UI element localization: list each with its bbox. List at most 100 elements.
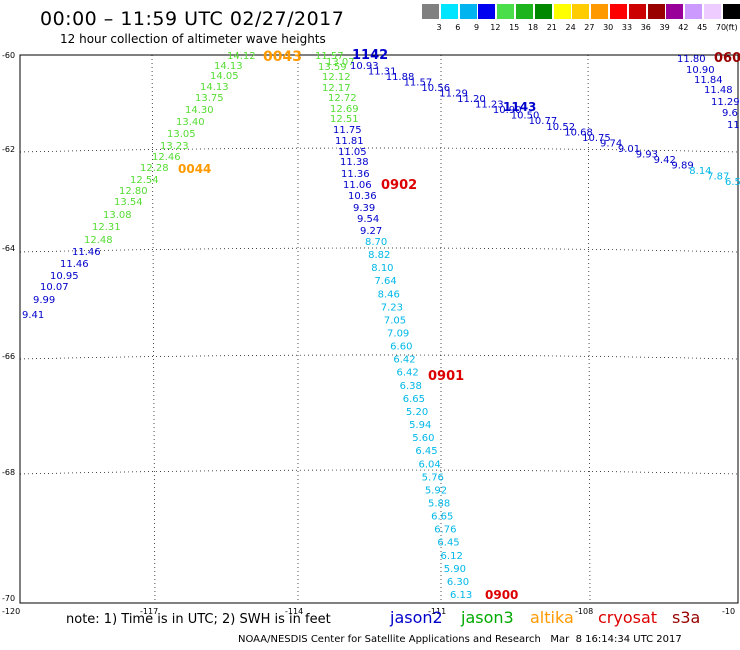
swh-value: 9.74 — [600, 138, 622, 149]
legend-swatch — [478, 4, 496, 19]
swh-value: 12.31 — [92, 222, 121, 233]
legend-altika: altika — [530, 608, 574, 627]
pass-time-label: 1143 — [503, 100, 536, 114]
legend-jason2: jason2 — [390, 608, 443, 627]
page-title: 00:00 – 11:59 UTC 02/27/2017 — [40, 8, 345, 30]
swh-value: 12.72 — [328, 93, 357, 104]
footnote: note: 1) Time is in UTC; 2) SWH is in fe… — [66, 612, 331, 627]
swh-value: 13.08 — [103, 210, 132, 221]
swh-value: 5.60 — [412, 433, 434, 444]
legend-tick-label: 70 — [715, 23, 727, 32]
page-subtitle: 12 hour collection of altimeter wave hei… — [60, 32, 326, 46]
swh-value: 6.45 — [437, 538, 459, 549]
legend-swatch — [553, 4, 571, 19]
pass-time-label: 0901 — [428, 369, 464, 384]
swh-value: 12.17 — [322, 83, 351, 94]
legend-swatch — [440, 4, 458, 19]
longitude-label: -108 — [575, 607, 593, 616]
swh-value: 11.31 — [368, 67, 397, 78]
swh-value: 10.77 — [529, 116, 558, 127]
pass-time-label: 1142 — [352, 48, 388, 63]
swh-value: 8.82 — [368, 250, 390, 261]
pass-time-label: 0044 — [178, 162, 211, 176]
swh-value: 5.94 — [409, 420, 431, 431]
swh-value: 11.84 — [694, 75, 723, 86]
legend-tick-label: 18 — [527, 23, 539, 32]
swh-value: 10.52 — [546, 122, 575, 133]
swh-value: 8.70 — [365, 237, 387, 248]
swh-value: 9.01 — [618, 144, 640, 155]
swh-value: 11.06 — [343, 180, 372, 191]
pass-time-label: 060 — [714, 51, 740, 66]
swh-value: 7.23 — [381, 302, 403, 313]
legend-swatch — [647, 4, 665, 19]
swh-value: 12.69 — [330, 104, 359, 115]
swh-value: 14.13 — [214, 61, 243, 72]
legend-swatch — [497, 4, 515, 19]
swh-value: 11.57 — [404, 78, 433, 89]
swh-value: 9.42 — [654, 155, 676, 166]
swh-value: 11.75 — [333, 125, 362, 136]
swh-value: 7.05 — [384, 315, 406, 326]
legend-swatch — [722, 4, 740, 19]
swh-value: 9.54 — [357, 214, 379, 225]
swh-value: 14.05 — [210, 71, 239, 82]
swh-value: 12.48 — [84, 235, 113, 246]
legend-swatch — [422, 4, 439, 19]
longitude-label: -111 — [428, 607, 446, 616]
latitude-gridline — [19, 354, 739, 360]
swh-value: 10.95 — [50, 271, 79, 282]
legend-swatch — [628, 4, 646, 19]
pass-time-label: 0902 — [381, 178, 417, 193]
swh-value: 9.89 — [671, 160, 693, 171]
legend-swatch — [610, 4, 627, 19]
swh-value: 6.65 — [431, 512, 453, 523]
legend-swatch — [534, 4, 552, 19]
swh-value: 9.41 — [22, 310, 44, 321]
swh-value: 11.29 — [439, 89, 468, 100]
legend-tick-label: 21 — [546, 23, 557, 32]
legend-tick-label: 3 — [436, 23, 442, 32]
longitude-label: -10 — [722, 607, 735, 616]
swh-value: 7.64 — [374, 276, 396, 287]
legend-tick-label: 9 — [474, 23, 480, 32]
swh-value: 11.05 — [338, 147, 367, 158]
longitude-label: -117 — [140, 607, 158, 616]
latitude-gridline — [19, 469, 739, 475]
swh-value: 10.36 — [348, 191, 377, 202]
map-frame — [19, 54, 739, 604]
legend-tick-label: 12 — [490, 23, 501, 32]
swh-value: 5.90 — [444, 564, 466, 575]
swh-value: 5.92 — [425, 485, 447, 496]
swh-value: 5.88 — [428, 498, 450, 509]
swh-value: 7.87 — [707, 171, 729, 182]
swh-value: 10.56 — [421, 83, 450, 94]
swh-value: 11.36 — [341, 169, 370, 180]
swh-value: 11.46 — [72, 247, 101, 258]
swh-value: 11.80 — [677, 54, 706, 65]
legend-tick-label: 45 — [697, 23, 708, 32]
legend-tick-label: 24 — [565, 23, 576, 32]
swh-value: 6.04 — [419, 459, 441, 470]
credit-text: NOAA/NESDIS Center for Satellite Applica… — [238, 634, 541, 645]
longitude-gridline — [587, 54, 591, 604]
swh-value: 11.81 — [335, 136, 364, 147]
swh-value: 13.23 — [160, 141, 189, 152]
timestamp-text: Mar 8 16:14:34 UTC 2017 — [550, 634, 682, 645]
swh-value: 13.59 — [318, 62, 347, 73]
latitude-label: -68 — [2, 468, 15, 477]
swh-value: 9.99 — [33, 295, 55, 306]
latitude-label: -64 — [2, 244, 15, 253]
swh-value: 6.38 — [400, 381, 422, 392]
legend-s3a: s3a — [672, 608, 701, 627]
footer-credit: NOAA/NESDIS Center for Satellite Applica… — [238, 634, 682, 645]
swh-value: 9.39 — [353, 203, 375, 214]
swh-value: 10.75 — [582, 133, 611, 144]
legend-tick-label: 36 — [640, 23, 651, 32]
legend-jason3: jason3 — [461, 608, 514, 627]
legend-tick-label: 6 — [455, 23, 461, 32]
swh-value: 13.07 — [326, 57, 355, 68]
legend-swatch — [591, 4, 609, 19]
longitude-label: -114 — [285, 607, 303, 616]
